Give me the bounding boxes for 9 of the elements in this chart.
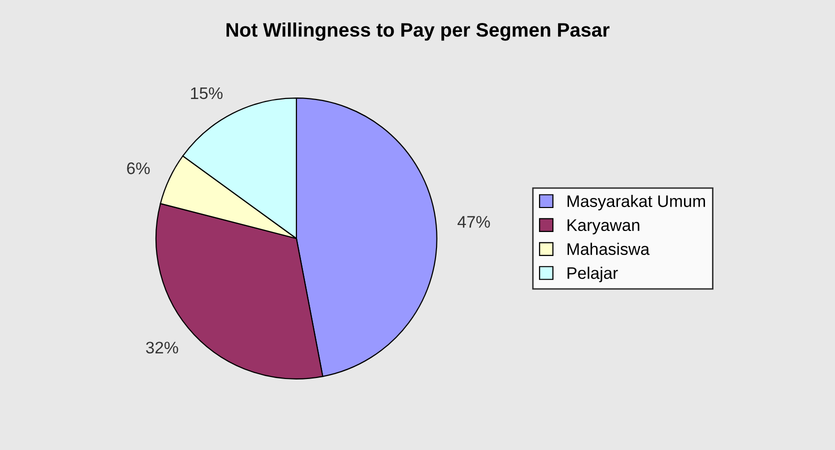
chart-title: Not Willingness to Pay per Segmen Pasar [226, 22, 610, 41]
legend-label: Karyawan [568, 219, 640, 234]
data-label: 32% [146, 342, 178, 354]
data-label: 6% [127, 162, 150, 174]
data-label: 15% [191, 87, 223, 100]
legend-label: Pelajar [568, 266, 618, 282]
legend-label: Mahasiswa [568, 242, 650, 255]
data-label: 47% [458, 216, 490, 228]
legend-label: Masyarakat Umum [568, 194, 705, 210]
